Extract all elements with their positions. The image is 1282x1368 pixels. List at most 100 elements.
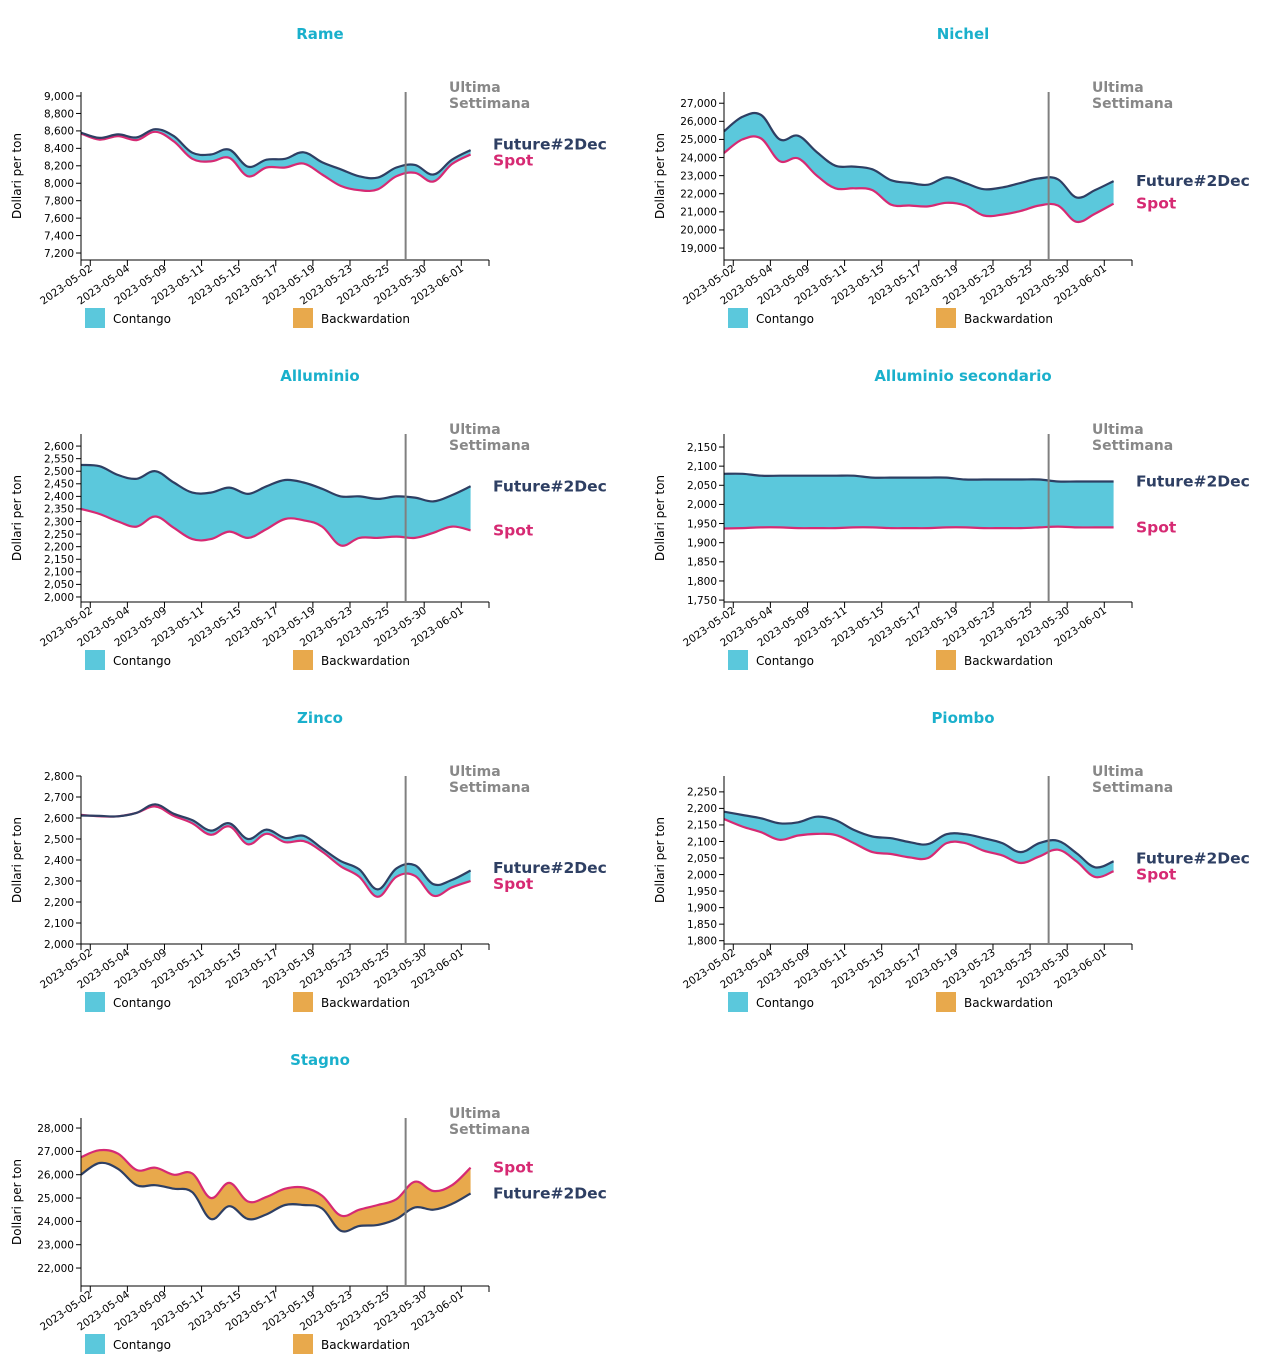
- contango-area: [81, 464, 471, 546]
- y-tick-label: 1,950: [687, 886, 717, 898]
- legend-label-backwardation: Backwardation: [321, 312, 410, 326]
- legend: Contango Backwardation: [85, 650, 410, 670]
- contango-area: [724, 473, 1114, 529]
- last-week-label: Ultima: [1092, 422, 1144, 438]
- chart-svg: Rame 7,200 7,400 7,600 7,800 8,000 8,200 8,400 8…: [10, 25, 607, 328]
- legend-label-backwardation: Backwardation: [964, 654, 1053, 668]
- last-week-label: Settimana: [1092, 780, 1173, 796]
- spread-band: [724, 112, 1114, 223]
- x-axis: 2023-05-022023-05-042023-05-092023-05-11…: [681, 943, 1133, 991]
- y-axis-label: Dollari per ton: [653, 475, 667, 561]
- future-label: Future#2Dec: [493, 1184, 607, 1202]
- y-tick-label: 2,250: [44, 529, 74, 541]
- spot-label: Spot: [1136, 518, 1177, 536]
- y-tick-label: 2,250: [687, 787, 717, 799]
- y-tick-label: 1,800: [687, 576, 717, 588]
- y-tick-label: 22,000: [37, 1263, 74, 1275]
- y-tick-label: 2,700: [44, 792, 74, 804]
- y-tick-label: 2,400: [44, 491, 74, 503]
- chart-title: Alluminio: [280, 367, 359, 385]
- y-tick-label: 2,000: [687, 499, 717, 511]
- y-tick-label: 1,850: [687, 919, 717, 931]
- y-tick-label: 26,000: [680, 116, 717, 128]
- future-label: Future#2Dec: [493, 135, 607, 153]
- y-tick-label: 2,000: [687, 869, 717, 881]
- y-axis-label: Dollari per ton: [653, 817, 667, 903]
- x-axis: 2023-05-022023-05-042023-05-092023-05-11…: [681, 601, 1133, 649]
- y-tick-label: 2,500: [44, 466, 74, 478]
- y-tick-label: 23,000: [37, 1240, 74, 1252]
- chart-panel-nichel: Nichel 19,000 20,000 21,000 22,000 23,000 24,0…: [643, 0, 1282, 342]
- chart-svg: Alluminio secondario 1,750 1,800 1,850 1,900…: [653, 367, 1250, 670]
- y-tick-label: 24,000: [37, 1216, 74, 1228]
- spread-band: [724, 473, 1114, 529]
- chart-title: Rame: [296, 25, 343, 43]
- y-tick-label: 26,000: [37, 1170, 74, 1182]
- y-tick-label: 7,400: [44, 230, 74, 242]
- legend-swatch-backwardation: [293, 308, 313, 328]
- chart-title: Zinco: [297, 709, 343, 727]
- legend-swatch-backwardation: [936, 992, 956, 1012]
- chart-title: Stagno: [290, 1051, 350, 1069]
- y-tick-label: 2,150: [44, 554, 74, 566]
- y-axis-label: Dollari per ton: [10, 1159, 24, 1245]
- y-tick-label: 7,600: [44, 213, 74, 225]
- y-tick-label: 20,000: [680, 225, 717, 237]
- contango-area: [724, 112, 1114, 223]
- y-tick-label: 2,500: [44, 834, 74, 846]
- last-week-label: Ultima: [449, 422, 501, 438]
- y-tick-label: 2,050: [687, 480, 717, 492]
- legend-swatch-backwardation: [293, 992, 313, 1012]
- y-tick-label: 2,000: [44, 592, 74, 604]
- y-axis: 1,750 1,800 1,850 1,900 1,950 2,000 2,050 2,100…: [653, 434, 725, 607]
- y-tick-label: 2,450: [44, 479, 74, 491]
- y-tick-label: 7,800: [44, 195, 74, 207]
- future-label: Future#2Dec: [493, 859, 607, 877]
- spot-label: Spot: [1136, 195, 1177, 213]
- legend-label-contango: Contango: [756, 996, 814, 1010]
- y-tick-label: 2,200: [687, 803, 717, 815]
- last-week-label: Settimana: [1092, 96, 1173, 112]
- y-tick-label: 2,100: [44, 918, 74, 930]
- y-tick-label: 2,100: [687, 836, 717, 848]
- last-week-label: Ultima: [449, 1106, 501, 1122]
- legend-label-contango: Contango: [756, 654, 814, 668]
- y-tick-label: 2,350: [44, 504, 74, 516]
- y-tick-label: 2,300: [44, 876, 74, 888]
- y-tick-label: 2,200: [44, 541, 74, 553]
- y-tick-label: 2,000: [44, 939, 74, 951]
- spot-label: Spot: [493, 875, 534, 893]
- y-tick-label: 2,050: [44, 579, 74, 591]
- legend-label-backwardation: Backwardation: [964, 312, 1053, 326]
- y-axis: 22,000 23,000 24,000 25,000 26,000 27,000 28,0…: [10, 1118, 82, 1286]
- chart-panel-stagno: Stagno 22,000 23,000 24,000 25,000 26,000 27,0…: [0, 1026, 640, 1368]
- last-week-label: Ultima: [1092, 80, 1144, 96]
- y-tick-label: 2,100: [44, 567, 74, 579]
- y-tick-label: 1,800: [687, 935, 717, 947]
- y-tick-label: 22,000: [680, 189, 717, 201]
- y-tick-label: 1,750: [687, 595, 717, 607]
- chart-panel-alluminio: Alluminio 2,000 2,050 2,100 2,150 2,200 2,250 2…: [0, 342, 640, 684]
- y-tick-label: 2,400: [44, 855, 74, 867]
- future-label: Future#2Dec: [1136, 172, 1250, 190]
- legend: Contango Backwardation: [728, 992, 1053, 1012]
- y-axis-label: Dollari per ton: [10, 475, 24, 561]
- future-label: Future#2Dec: [1136, 472, 1250, 490]
- legend-swatch-contango: [85, 1334, 105, 1354]
- legend: Contango Backwardation: [85, 992, 410, 1012]
- last-week-label: Settimana: [449, 96, 530, 112]
- y-tick-label: 25,000: [680, 134, 717, 146]
- legend-swatch-backwardation: [293, 1334, 313, 1354]
- legend-label-backwardation: Backwardation: [321, 1338, 410, 1352]
- legend-label-backwardation: Backwardation: [321, 654, 410, 668]
- spot-label: Spot: [493, 151, 534, 169]
- last-week-label: Settimana: [449, 780, 530, 796]
- spot-label: Spot: [1136, 865, 1177, 883]
- y-axis-label: Dollari per ton: [10, 133, 24, 219]
- legend-swatch-contango: [728, 650, 748, 670]
- y-tick-label: 27,000: [37, 1146, 74, 1158]
- legend: Contango Backwardation: [728, 308, 1053, 328]
- last-week-label: Ultima: [449, 80, 501, 96]
- last-week-label: Ultima: [1092, 764, 1144, 780]
